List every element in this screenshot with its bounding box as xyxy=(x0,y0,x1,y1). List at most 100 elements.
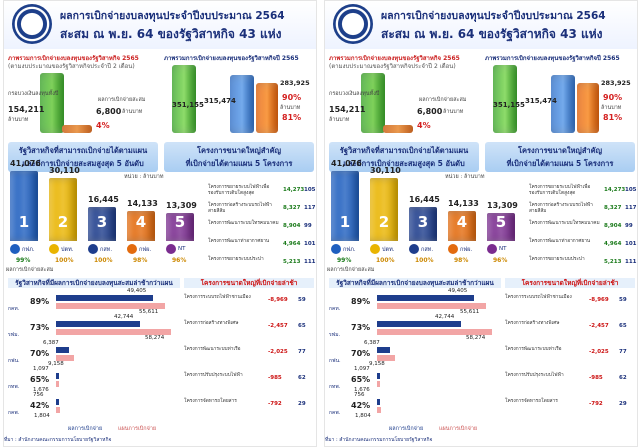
disbursed-bar xyxy=(377,373,380,379)
delayed-project-name: โครงการก่อสร้างทางพิเศษ xyxy=(184,321,239,326)
cylinder-b xyxy=(551,75,575,133)
infographic-panel-right: ผลการเบิกจ่ายงบลงทุนประจำปีงบประมาณ 2564… xyxy=(324,0,638,447)
agency-name: กทพ. xyxy=(329,384,341,390)
agency-percent: 73% xyxy=(30,323,50,332)
disbursed-bar xyxy=(56,399,59,405)
delayed-project-count: 65 xyxy=(619,323,627,329)
plan-value: 55,611 xyxy=(139,309,159,315)
logo-row: กฟภ. 99% ปตท. 100% กสท. 100% กฟผ. 98% NT 96% xyxy=(331,242,527,268)
project-list: โครงการขยายระบบไฟฟ้าเพื่อรองรับการเติบโต… xyxy=(529,185,637,275)
disbursed-value: 6,387 xyxy=(364,340,380,346)
project-count: 105 xyxy=(625,187,637,193)
legend-plan: แผนการเบิกจ่าย xyxy=(439,426,478,432)
project-value: 4,964 xyxy=(604,241,622,247)
plan-value: 55,611 xyxy=(460,309,480,315)
overview-subtitle: (ตามงบประมาณของรัฐวิสาหกิจประจำปี 2 เดือ… xyxy=(329,63,456,70)
delayed-project-list: โครงการระบบรถไฟฟ้าชานเมือง -8,969 59 โครงกา… xyxy=(184,291,314,431)
disbursed-value: 49,405 xyxy=(127,288,147,294)
unit-label: หน่วย : ล้านบาท xyxy=(124,174,164,180)
agency-name: กคพ. xyxy=(8,410,20,416)
plan-value: 1,676 xyxy=(354,387,370,393)
seal-logo-icon xyxy=(12,4,52,44)
disbursed-value: 6,387 xyxy=(43,340,59,346)
delayed-project-name: โครงการปรับปรุงระบบไฟฟ้า xyxy=(505,373,564,378)
cylinder-c-value: 283,925 xyxy=(601,79,631,87)
bar-rank-label: 4 xyxy=(456,213,468,231)
bar-value-label: 16,445 xyxy=(409,195,440,204)
disbursed-cylinder xyxy=(62,125,92,133)
bar-3: 3 xyxy=(409,207,437,241)
company-name: ปตท. xyxy=(382,247,395,253)
plan-bar xyxy=(377,381,380,387)
company-name: กสท. xyxy=(421,247,434,253)
plan-value: 58,274 xyxy=(145,335,165,341)
project-name: โครงการก่อสร้างระบบรถไฟฟ้าสายสีส้ม xyxy=(529,203,593,214)
agency-percent: 73% xyxy=(351,323,371,332)
bar-rank-label: 2 xyxy=(378,213,390,231)
delayed-project-name: โครงการปรับปรุงระบบไฟฟ้า xyxy=(184,373,243,378)
disbursed-label: ผลการเบิกจ่ายสะสม xyxy=(98,97,146,103)
chart-caption: ผลการเบิกจ่ายสะสม xyxy=(327,267,375,273)
bar-rank-label: 4 xyxy=(135,213,147,231)
company-name: กฟภ. xyxy=(22,247,35,253)
company-percent: 100% xyxy=(415,257,434,264)
disbursed-bar xyxy=(56,295,153,301)
cylinder-a-value: 351,155 xyxy=(172,101,204,109)
agency-percent: 42% xyxy=(30,401,50,410)
bar-value-label: 30,110 xyxy=(49,166,80,175)
project-name: โครงการขยายระบบประปา xyxy=(208,257,264,262)
band-left: รัฐวิสาหกิจที่สามารถเบิกจ่ายได้ตามแผน แล… xyxy=(329,142,479,172)
legend-plan: แผนการเบิกจ่าย xyxy=(118,426,157,432)
plan-bar xyxy=(56,407,60,413)
agency-name: กทพ. xyxy=(8,384,20,390)
bar-rank-label: 3 xyxy=(96,213,108,231)
bar-4: 4 xyxy=(448,211,476,241)
cylinder-a xyxy=(493,65,517,133)
agency-percent: 65% xyxy=(351,375,371,384)
seal-logo-icon xyxy=(333,4,373,44)
budget-label: กรอบวงเงินลงทุนทั้งปี xyxy=(329,91,380,97)
project-name: โครงการพัฒนาระบบโทรคมนาคม xyxy=(208,221,279,226)
company-percent: 98% xyxy=(133,257,148,264)
agency-name: กคท. xyxy=(329,306,341,312)
delayed-bar-chart: กคท. 89% 49,405 55,611 รฟม. 73% 42,744 58,274 กฟ… xyxy=(8,288,180,432)
bar-value-label: 13,309 xyxy=(166,201,197,210)
cylinder-b xyxy=(230,75,254,133)
plan-bar xyxy=(56,381,59,387)
disbursed-bar xyxy=(377,399,380,405)
disbursed-percent: 4% xyxy=(96,121,110,130)
delayed-project-list: โครงการระบบรถไฟฟ้าชานเมือง -8,969 59 โครงกา… xyxy=(505,291,635,431)
page-title: ผลการเบิกจ่ายงบลงทุนประจำปีงบประมาณ 2564 xyxy=(381,10,606,22)
cylinder-a-value: 351,155 xyxy=(493,101,525,109)
project-value: 8,327 xyxy=(604,205,622,211)
cylinder-b-value: 315,474 xyxy=(525,97,557,105)
bar-rank-label: 5 xyxy=(174,213,186,231)
bar-value-label: 14,133 xyxy=(127,199,158,208)
project-count: 111 xyxy=(304,259,316,265)
company-logo-icon xyxy=(10,244,20,254)
cylinder-d-percent: 81% xyxy=(603,113,623,122)
agency-percent: 65% xyxy=(30,375,50,384)
cylinder-a xyxy=(172,65,196,133)
company-logo-icon xyxy=(166,244,176,254)
bar-value-label: 30,110 xyxy=(370,166,401,175)
project-name: โครงการพัฒนาระบบโทรคมนาคม xyxy=(529,221,600,226)
delayed-project-count: 29 xyxy=(298,401,306,407)
project-value: 5,213 xyxy=(604,259,622,265)
disbursed-value: 49,405 xyxy=(448,288,468,294)
delayed-project-value: -2,025 xyxy=(589,349,609,355)
delayed-project-value: -8,969 xyxy=(268,297,288,303)
delayed-project-value: -985 xyxy=(268,375,282,381)
bar-value-label: 16,445 xyxy=(88,195,119,204)
bar-1: 1 xyxy=(10,171,38,241)
delayed-project-value: -792 xyxy=(589,401,603,407)
company-logo-icon xyxy=(127,244,137,254)
delayed-project-value: -792 xyxy=(268,401,282,407)
header: ผลการเบิกจ่ายงบลงทุนประจำปีงบประมาณ 2564… xyxy=(4,1,316,49)
bar-value-label: 41,076 xyxy=(10,159,41,168)
project-value: 8,904 xyxy=(604,223,622,229)
cylinder-d-percent: 81% xyxy=(282,113,302,122)
company-percent: 100% xyxy=(55,257,74,264)
company-logo-icon xyxy=(49,244,59,254)
disbursed-value: 1,097 xyxy=(354,366,370,372)
